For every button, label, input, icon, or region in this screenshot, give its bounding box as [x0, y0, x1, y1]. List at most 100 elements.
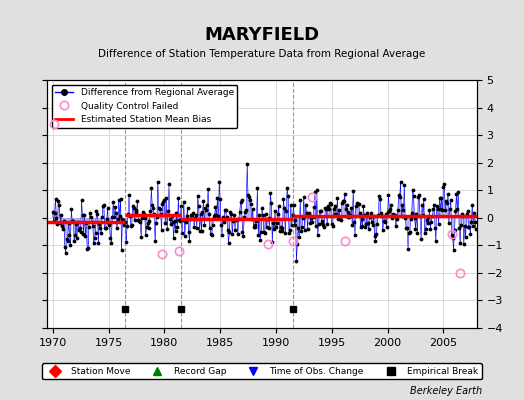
Bar — [322, 218, 323, 221]
Point — [135, 218, 144, 224]
Point — [429, 206, 438, 213]
Bar — [455, 211, 456, 218]
Point — [223, 214, 231, 221]
Bar — [409, 218, 410, 232]
Point — [363, 210, 372, 216]
Point — [287, 202, 295, 208]
Bar — [278, 206, 279, 218]
Bar — [122, 218, 123, 219]
Point — [427, 219, 435, 225]
Point — [112, 209, 120, 216]
Bar — [377, 218, 378, 224]
Point — [423, 214, 432, 220]
Point — [272, 224, 280, 230]
Bar — [182, 218, 183, 220]
Point — [198, 209, 206, 215]
Bar — [436, 206, 438, 218]
Bar — [331, 218, 332, 224]
Point — [376, 196, 384, 202]
Point — [92, 208, 101, 214]
Point — [384, 209, 392, 216]
Bar — [400, 182, 401, 218]
Point — [407, 216, 415, 222]
Point — [125, 192, 133, 198]
Point — [195, 228, 204, 234]
Bar — [305, 205, 306, 218]
Point — [110, 214, 118, 220]
Point — [243, 161, 252, 168]
Point — [130, 217, 139, 223]
Point — [441, 207, 450, 213]
Bar — [168, 211, 169, 218]
Point — [166, 216, 174, 222]
Bar — [379, 196, 380, 218]
Bar — [230, 212, 231, 218]
Point — [101, 225, 109, 231]
Bar — [267, 218, 268, 219]
Point — [165, 181, 173, 188]
Bar — [161, 218, 162, 230]
Point — [261, 211, 270, 217]
Point — [120, 222, 128, 228]
Point — [467, 219, 475, 226]
Bar — [57, 218, 58, 224]
Point — [109, 199, 117, 205]
Bar — [376, 218, 377, 234]
Point — [158, 201, 167, 207]
Bar — [133, 208, 134, 218]
Point — [339, 198, 347, 204]
Bar — [160, 214, 161, 218]
Bar — [228, 218, 229, 243]
Point — [93, 211, 102, 217]
Point — [367, 210, 375, 216]
Point — [446, 197, 455, 203]
Point — [435, 195, 444, 201]
Point — [241, 208, 249, 215]
Point — [232, 217, 240, 224]
Bar — [298, 218, 299, 228]
Bar — [163, 202, 164, 218]
Point — [255, 212, 264, 218]
Point — [318, 218, 326, 224]
Point — [248, 206, 257, 212]
Point — [330, 203, 339, 209]
Bar — [308, 214, 309, 218]
Point — [299, 214, 307, 221]
Point — [162, 195, 170, 202]
Bar — [324, 218, 325, 227]
Bar — [91, 218, 92, 222]
Point — [402, 225, 410, 231]
Bar — [105, 218, 106, 228]
Point — [353, 200, 361, 206]
Point — [229, 218, 237, 224]
Point — [406, 228, 414, 235]
Bar — [193, 213, 194, 218]
Point — [450, 247, 458, 254]
Point — [289, 212, 297, 218]
Point — [401, 215, 409, 221]
Bar — [206, 205, 208, 218]
Bar — [242, 218, 243, 232]
Point — [86, 214, 95, 220]
Bar — [258, 218, 259, 235]
Bar — [240, 202, 241, 218]
Point — [264, 215, 272, 222]
Point — [252, 217, 260, 224]
Point — [369, 212, 378, 219]
Point — [117, 247, 126, 254]
Bar — [111, 218, 112, 243]
Point — [144, 220, 152, 226]
Bar — [428, 218, 429, 223]
Point — [145, 218, 154, 224]
Bar — [236, 218, 237, 219]
Point — [132, 206, 140, 213]
Bar — [224, 210, 225, 218]
Point — [177, 203, 185, 209]
Bar — [333, 209, 334, 218]
Bar — [338, 218, 339, 219]
Bar — [68, 218, 69, 223]
Bar — [294, 218, 295, 225]
Bar — [165, 218, 166, 223]
Bar — [315, 218, 316, 226]
Point — [105, 222, 114, 228]
